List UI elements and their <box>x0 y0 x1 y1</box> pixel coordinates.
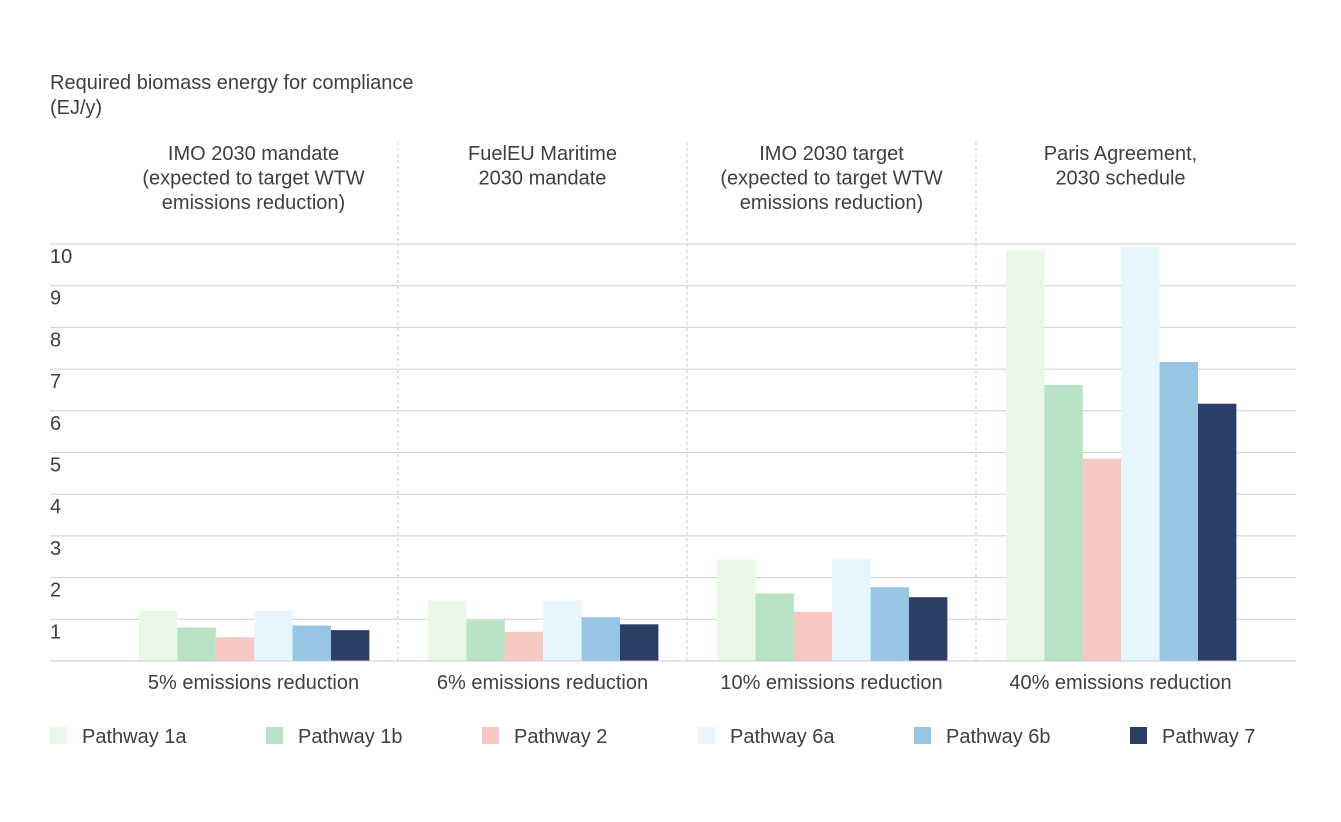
group-dividers <box>397 142 977 661</box>
bar-pathway-7 <box>1198 403 1237 661</box>
legend-item: Pathway 1a <box>50 726 187 748</box>
legend-swatch <box>50 727 67 744</box>
legend-label: Pathway 7 <box>1162 726 1255 748</box>
group-header-line: (expected to target WTW <box>720 168 942 190</box>
y-axis-label: Required biomass energy for compliance (E… <box>50 72 414 119</box>
y-tick-label: 1 <box>50 621 61 643</box>
group-header-line: 2030 schedule <box>1055 168 1185 190</box>
bar-pathway-1a <box>1006 250 1045 661</box>
bar-pathway-1a <box>139 610 178 661</box>
bar-pathway-7 <box>620 624 659 661</box>
bar-pathway-2 <box>504 631 544 661</box>
group-header-line: IMO 2030 target <box>759 143 904 165</box>
x-category-label: 6% emissions reduction <box>437 672 648 694</box>
bar-pathway-7 <box>909 597 948 661</box>
legend-label: Pathway 2 <box>514 726 607 748</box>
legend-label: Pathway 1b <box>298 726 403 748</box>
group-header-line: emissions reduction) <box>162 192 345 214</box>
y-tick-label: 10 <box>50 246 72 268</box>
y-axis-ticks: 1 2 3 4 5 6 7 8 9 10 <box>50 246 72 643</box>
x-axis-categories: 5% emissions reduction 6% emissions reduc… <box>148 672 1232 694</box>
bar-pathway-6b <box>581 617 620 661</box>
y-tick-label: 5 <box>50 455 61 477</box>
group-header-line: 2030 mandate <box>479 168 607 190</box>
legend-item: Pathway 6b <box>914 726 1051 748</box>
y-tick-label: 8 <box>50 329 61 351</box>
legend-swatch <box>698 727 715 744</box>
legend-label: Pathway 6b <box>946 726 1051 748</box>
group-header-line: Paris Agreement, <box>1044 143 1197 165</box>
y-tick-label: 9 <box>50 288 61 310</box>
bar-pathway-6a <box>543 600 582 661</box>
y-axis-label-line: (EJ/y) <box>50 97 102 119</box>
x-category-label: 10% emissions reduction <box>720 672 942 694</box>
bars <box>139 247 1237 661</box>
y-axis-label-line: Required biomass energy for compliance <box>50 72 414 94</box>
gridlines <box>50 243 1296 620</box>
x-category-label: 5% emissions reduction <box>148 672 359 694</box>
group-header-line: (expected to target WTW <box>142 168 364 190</box>
bar-pathway-1b <box>177 627 216 661</box>
y-tick-label: 4 <box>50 496 61 518</box>
legend-item: Pathway 1b <box>266 726 403 748</box>
legend-swatch <box>914 727 931 744</box>
legend-item: Pathway 2 <box>482 726 607 748</box>
legend-item: Pathway 7 <box>1130 726 1255 748</box>
group-header-line: IMO 2030 mandate <box>168 143 339 165</box>
group-header-line: emissions reduction) <box>740 192 923 214</box>
bar-pathway-2 <box>1082 458 1122 661</box>
bar-pathway-1b <box>1044 384 1083 661</box>
bar-pathway-1b <box>466 620 505 661</box>
bar-pathway-7 <box>331 630 370 661</box>
bar-pathway-6b <box>870 587 909 661</box>
bar-pathway-6b <box>1159 362 1198 661</box>
bar-pathway-1a <box>428 600 467 661</box>
bar-pathway-2 <box>215 637 255 661</box>
bar-pathway-2 <box>793 611 833 661</box>
bar-pathway-6a <box>1121 247 1160 661</box>
legend: Pathway 1a Pathway 1b Pathway 2 Pathway 6a P… <box>50 726 1255 748</box>
legend-swatch <box>266 727 283 744</box>
group-header-line: FuelEU Maritime <box>468 143 617 165</box>
legend-swatch <box>1130 727 1147 744</box>
bar-pathway-1a <box>717 559 756 661</box>
legend-swatch <box>482 727 499 744</box>
bar-pathway-6a <box>254 610 293 661</box>
bar-pathway-1b <box>755 593 794 661</box>
legend-label: Pathway 1a <box>82 726 187 748</box>
x-category-label: 40% emissions reduction <box>1009 672 1231 694</box>
y-tick-label: 3 <box>50 538 61 560</box>
y-tick-label: 2 <box>50 580 61 602</box>
legend-item: Pathway 6a <box>698 726 835 748</box>
legend-label: Pathway 6a <box>730 726 835 748</box>
group-headers: IMO 2030 mandate(expected to target WTWe… <box>142 143 1197 214</box>
bar-pathway-6a <box>832 558 871 661</box>
y-tick-label: 7 <box>50 371 61 393</box>
bar-pathway-6b <box>292 625 331 661</box>
y-tick-label: 6 <box>50 413 61 435</box>
